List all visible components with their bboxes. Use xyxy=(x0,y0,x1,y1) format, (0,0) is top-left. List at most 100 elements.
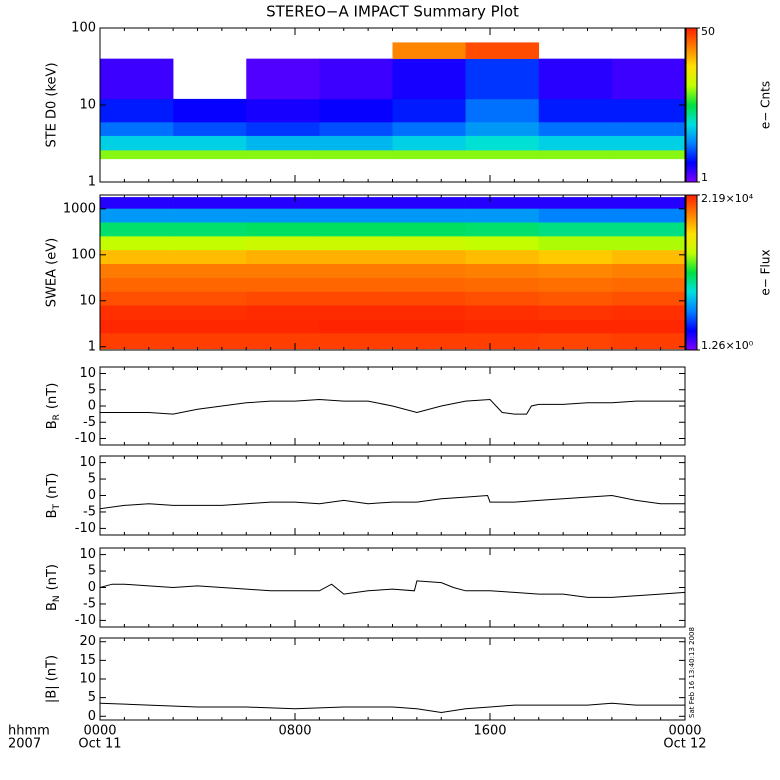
heat-cell xyxy=(319,58,393,100)
heat-cell xyxy=(611,277,685,292)
y-axis-label: |B| (nT) xyxy=(45,655,60,703)
heat-cell xyxy=(611,58,685,100)
x-tick-label: 0800 xyxy=(278,724,311,739)
heat-cell xyxy=(173,222,247,237)
heat-cell xyxy=(611,122,685,136)
heat-cell xyxy=(319,332,393,350)
heat-cell xyxy=(173,277,247,292)
heat-cell xyxy=(538,197,613,209)
plot-area xyxy=(100,580,685,598)
y-tick-label: 5 xyxy=(88,690,96,705)
heat-cell xyxy=(611,222,685,237)
heat-cell xyxy=(538,150,613,160)
heat-cell xyxy=(319,291,393,306)
heat-cell xyxy=(611,332,685,350)
heat-cell xyxy=(246,263,320,278)
y-axis-label: BN (nT) xyxy=(45,564,62,611)
plot-area xyxy=(100,42,685,160)
y-axis-label-main: B xyxy=(45,509,60,518)
heat-cell xyxy=(465,305,540,320)
heat-cell xyxy=(173,332,247,350)
heat-cell xyxy=(392,42,466,59)
y-tick-label: 10 xyxy=(79,293,96,308)
y-tick-label: 0 xyxy=(88,580,96,595)
heat-cell xyxy=(392,236,466,251)
heat-cell xyxy=(392,150,466,160)
heat-cell xyxy=(319,222,393,237)
heat-cell xyxy=(319,249,393,265)
heat-cell xyxy=(538,305,613,320)
x-tick-label: 1600 xyxy=(473,724,506,739)
data-line xyxy=(100,398,685,415)
heat-cell xyxy=(319,319,393,334)
heat-cell xyxy=(611,291,685,306)
heat-cell xyxy=(392,208,466,223)
y-axis-label: SWEA (eV) xyxy=(45,238,60,307)
chart-title: STEREO−A IMPACT Summary Plot xyxy=(266,3,519,21)
colorbar-label: e− Cnts xyxy=(759,81,773,129)
y-tick-label: -10 xyxy=(75,431,96,446)
heat-cell xyxy=(246,249,320,265)
heat-cell xyxy=(465,208,540,223)
plot-area xyxy=(100,197,685,350)
panel-frame xyxy=(99,637,686,721)
heat-cell xyxy=(100,135,174,151)
colorbar xyxy=(685,194,698,351)
heat-cell xyxy=(319,236,393,251)
heat-cell xyxy=(246,197,320,209)
heat-cell xyxy=(538,249,613,265)
colorbar-label: e− Flux xyxy=(759,249,773,295)
heat-cell xyxy=(538,319,613,334)
data-line xyxy=(100,702,685,714)
heat-cell xyxy=(392,135,466,151)
heat-cell xyxy=(173,305,247,320)
plot-area xyxy=(100,702,685,714)
heat-cell xyxy=(465,236,540,251)
heat-cell xyxy=(100,236,174,251)
heat-cell xyxy=(392,277,466,292)
heat-cell xyxy=(465,249,540,265)
heat-cell xyxy=(465,122,540,136)
y-tick-label: 100 xyxy=(71,247,96,262)
heat-cell xyxy=(465,332,540,350)
y-tick-label: 20 xyxy=(79,634,96,649)
heat-cell xyxy=(100,332,174,350)
y-axis-label: BT (nT) xyxy=(45,473,62,519)
y-tick-label: 100 xyxy=(71,21,96,36)
colorbar-tick-label: 2.19×10⁴ xyxy=(701,192,754,205)
heat-cell xyxy=(246,319,320,334)
heat-cell xyxy=(246,122,320,136)
heat-cell xyxy=(392,98,466,123)
heat-cell xyxy=(319,197,393,209)
heat-cell xyxy=(392,58,466,100)
heat-cell xyxy=(100,98,174,123)
colorbar-tick-label: 1 xyxy=(701,171,708,184)
heat-cell xyxy=(100,150,174,160)
heat-cell xyxy=(173,249,247,265)
heat-cell xyxy=(465,58,540,100)
y-tick-label: -10 xyxy=(75,521,96,536)
y-axis-label-main: B xyxy=(45,420,60,429)
y-tick-label: 10 xyxy=(79,455,96,470)
heat-cell xyxy=(173,135,247,151)
y-tick-label: 1000 xyxy=(63,201,96,216)
colorbar xyxy=(685,27,698,183)
heat-cell xyxy=(538,98,613,123)
heat-cell xyxy=(538,332,613,350)
y-tick-label: -5 xyxy=(83,596,96,611)
heat-cell xyxy=(465,319,540,334)
heat-cell xyxy=(392,305,466,320)
y-tick-label: 1 xyxy=(88,339,96,354)
heat-cell xyxy=(392,222,466,237)
heat-cell xyxy=(538,236,613,251)
heat-cell xyxy=(100,305,174,320)
heat-cell xyxy=(319,208,393,223)
heat-cell xyxy=(538,277,613,292)
heat-cell xyxy=(246,305,320,320)
y-tick-label: 0 xyxy=(88,488,96,503)
heat-cell xyxy=(465,222,540,237)
heat-cell xyxy=(246,135,320,151)
colorbar-tick-label: 50 xyxy=(701,25,715,38)
y-tick-label: -10 xyxy=(75,613,96,628)
